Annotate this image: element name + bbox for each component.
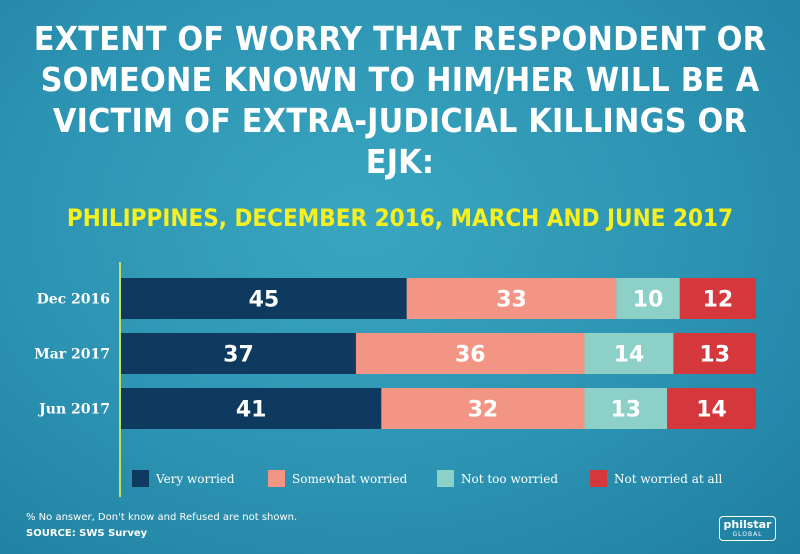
bar-segment (406, 278, 617, 319)
legend-swatch (132, 470, 149, 487)
bars-group: Dec 2016 45 33 10 12 Mar 2017 37 36 14 13 Jun 2017… (34, 278, 756, 429)
category-label: Jun 2017 (37, 402, 110, 418)
bar-value-label: 33 (496, 288, 527, 313)
bar-segment (355, 333, 585, 374)
legend-swatch (437, 470, 454, 487)
bar-value-label: 37 (223, 343, 254, 368)
bar-value-label: 13 (611, 398, 642, 423)
bar-segment (121, 333, 356, 374)
bar-segment (673, 333, 756, 374)
bar-value-label: 14 (696, 398, 727, 423)
bar-segment (584, 388, 668, 429)
chart-subtitle: PHILIPPINES, DECEMBER 2016, MARCH AND JU… (66, 204, 734, 232)
legend-label: Somewhat worried (292, 472, 408, 486)
philstar-logo: philstar GLOBAL (719, 516, 776, 541)
logo-main-text: philstar (723, 518, 772, 531)
bar-value-label: 45 (249, 288, 280, 313)
bar-value-label: 12 (703, 288, 734, 313)
legend-swatch (590, 470, 607, 487)
bar-value-label: 13 (699, 343, 730, 368)
logo-sub-text: GLOBAL (732, 531, 763, 538)
bar-segment (121, 278, 407, 319)
bar-value-label: 36 (455, 343, 486, 368)
legend-label: Very worried (155, 472, 235, 486)
bar-value-label: 14 (614, 343, 645, 368)
bar-value-label: 41 (236, 398, 267, 423)
bar-value-label: 32 (468, 398, 499, 423)
legend-swatch (268, 470, 285, 487)
legend-label: Not too worried (461, 472, 558, 486)
bar-segment (616, 278, 680, 319)
legend-label: Not worried at all (614, 472, 723, 486)
bar-segment (667, 388, 756, 429)
bar-segment (584, 333, 674, 374)
category-label: Dec 2016 (37, 292, 110, 308)
bar-segment (381, 388, 585, 429)
bar-segment (121, 388, 382, 429)
chart-title: EXTENT OF WORRY THAT RESPONDENT OR SOMEO… (33, 19, 767, 181)
legend: Very worried Somewhat worried Not too worr… (132, 470, 723, 487)
category-label: Mar 2017 (34, 347, 110, 363)
source-note: SOURCE: SWS Survey (26, 528, 148, 539)
bar-value-label: 10 (633, 288, 664, 313)
bar-segment (679, 278, 756, 319)
footnote: % No answer, Don't know and Refused are … (26, 512, 298, 523)
